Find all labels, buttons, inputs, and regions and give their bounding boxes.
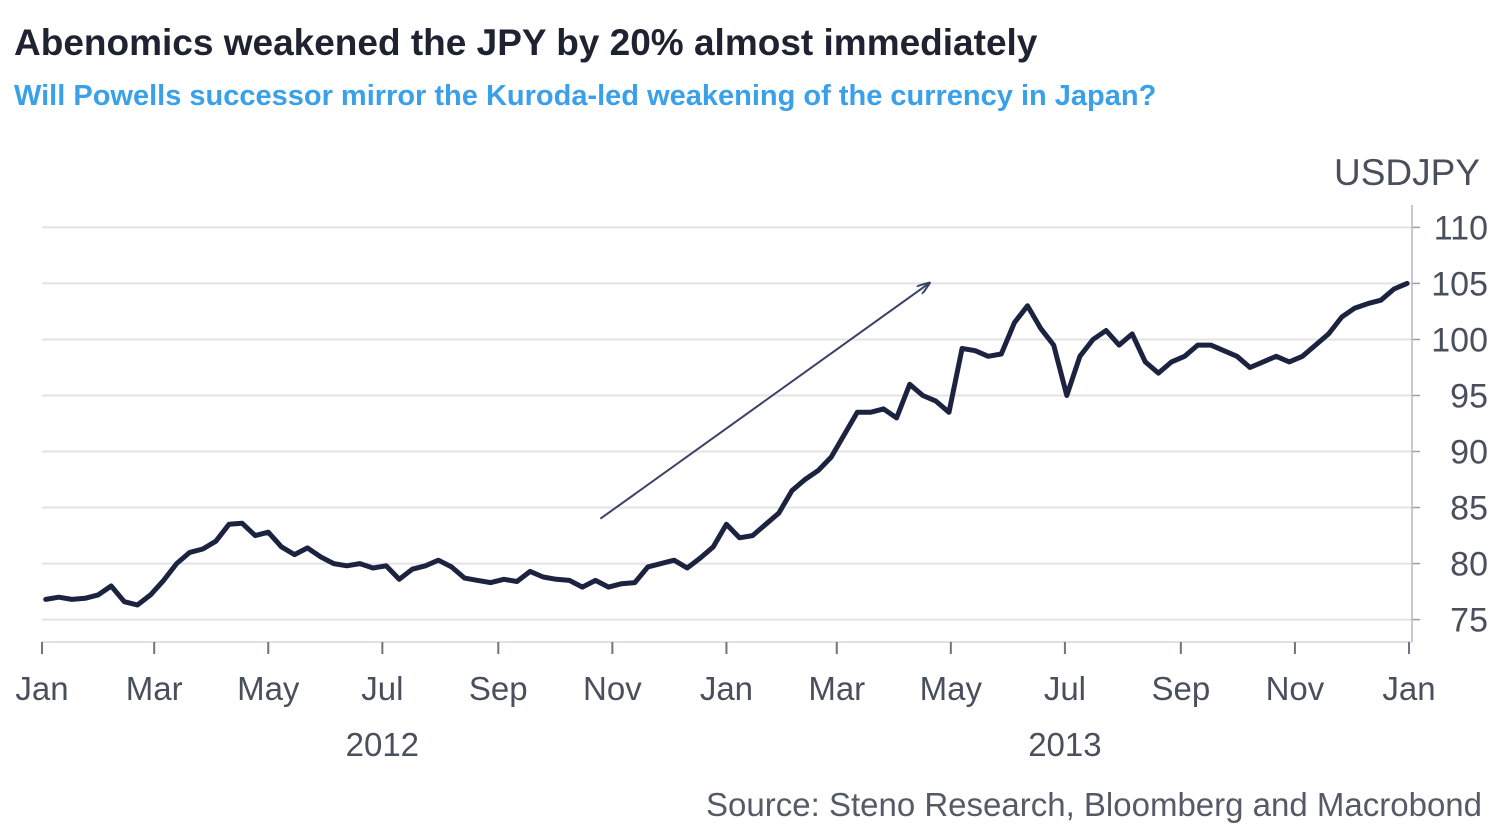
x-tick-label-6: Jan [700,670,753,707]
x-tick-label-9: Jul [1044,670,1086,707]
y-tick-label-90: 90 [1450,434,1488,472]
chart-title: Abenomics weakened the JPY by 20% almost… [14,22,1038,63]
x-tick-label-10: Sep [1151,670,1210,707]
x-tick-label-4: Sep [469,670,528,707]
y-tick-label-100: 100 [1431,321,1488,359]
x-tick-label-8: May [920,670,983,707]
series-line-usdjpy [43,280,1410,608]
source-note: Source: Steno Research, Bloomberg and Ma… [706,786,1482,823]
x-tick-label-3: Jul [361,670,403,707]
chart-subtitle: Will Powells successor mirror the Kuroda… [14,80,1157,112]
y-tick-label-105: 105 [1431,265,1488,303]
x-tick-label-12: Jan [1382,670,1435,707]
y-tick-label-85: 85 [1450,490,1488,528]
x-year-label-2013: 2013 [1028,726,1101,763]
y-axis-unit-label: USDJPY [1334,152,1480,193]
x-tick-label-7: Mar [808,670,865,707]
gridlines [42,226,1412,621]
x-year-label-2012: 2012 [346,726,419,763]
y-tick-label-95: 95 [1450,377,1488,415]
series-layer [43,280,1410,608]
y-tick-label-80: 80 [1450,546,1488,584]
annotation-layer [599,283,928,520]
x-tick-label-11: Nov [1266,670,1325,707]
x-tick-label-5: Nov [583,670,642,707]
x-tick-label-1: Mar [126,670,183,707]
y-tick-label-110: 110 [1434,209,1488,247]
axes: 75 80 85 90 95 100 105 110 Jan Mar May Jul Sep Nov Jan… [15,205,1488,763]
trend-arrow [599,283,928,520]
y-tick-label-75: 75 [1450,602,1488,640]
x-tick-label-0: Jan [15,670,68,707]
x-tick-label-2: May [237,670,300,707]
